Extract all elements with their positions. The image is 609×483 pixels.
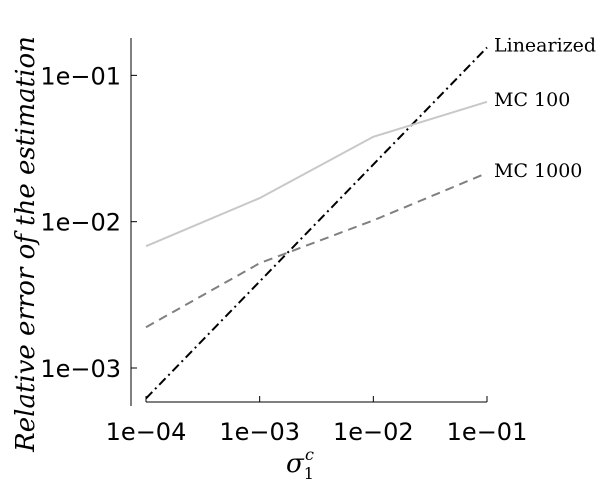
x-tick-label: 1e−01: [447, 418, 528, 446]
series-label-2: MC 100: [494, 89, 570, 111]
series-label-1: Linearized: [494, 35, 596, 57]
x-ticks: 1e−04 1e−03 1e−02 1e−01: [106, 396, 528, 446]
series-label-3: MC 1000: [494, 160, 582, 182]
x-axis-title-base: σ: [286, 449, 305, 479]
x-axis-title-sub: 1: [304, 464, 314, 483]
series-line-3: [145, 172, 488, 329]
x-tick-label: 1e−03: [219, 418, 300, 446]
y-ticks: 1e−03 1e−02 1e−01: [40, 62, 137, 383]
x-tick-label: 1e−04: [106, 418, 187, 446]
series-line-2: [145, 100, 488, 248]
plot-series: [145, 46, 488, 400]
x-tick-label: 1e−02: [333, 418, 414, 446]
series-line-1: [145, 46, 488, 400]
y-tick-label: 1e−02: [40, 209, 121, 237]
y-axis-title: Relative error of the estimation: [11, 36, 41, 453]
x-axis-title: σ1c: [286, 445, 314, 483]
y-tick-label: 1e−01: [40, 62, 121, 90]
y-tick-label: 1e−03: [40, 355, 121, 383]
series-labels: Linearized MC 100 MC 1000: [494, 35, 596, 183]
axes: 1e−04 1e−03 1e−02 1e−01 1e−03 1e−02 1e−01: [40, 38, 527, 446]
x-axis-title-sup: c: [305, 445, 314, 464]
